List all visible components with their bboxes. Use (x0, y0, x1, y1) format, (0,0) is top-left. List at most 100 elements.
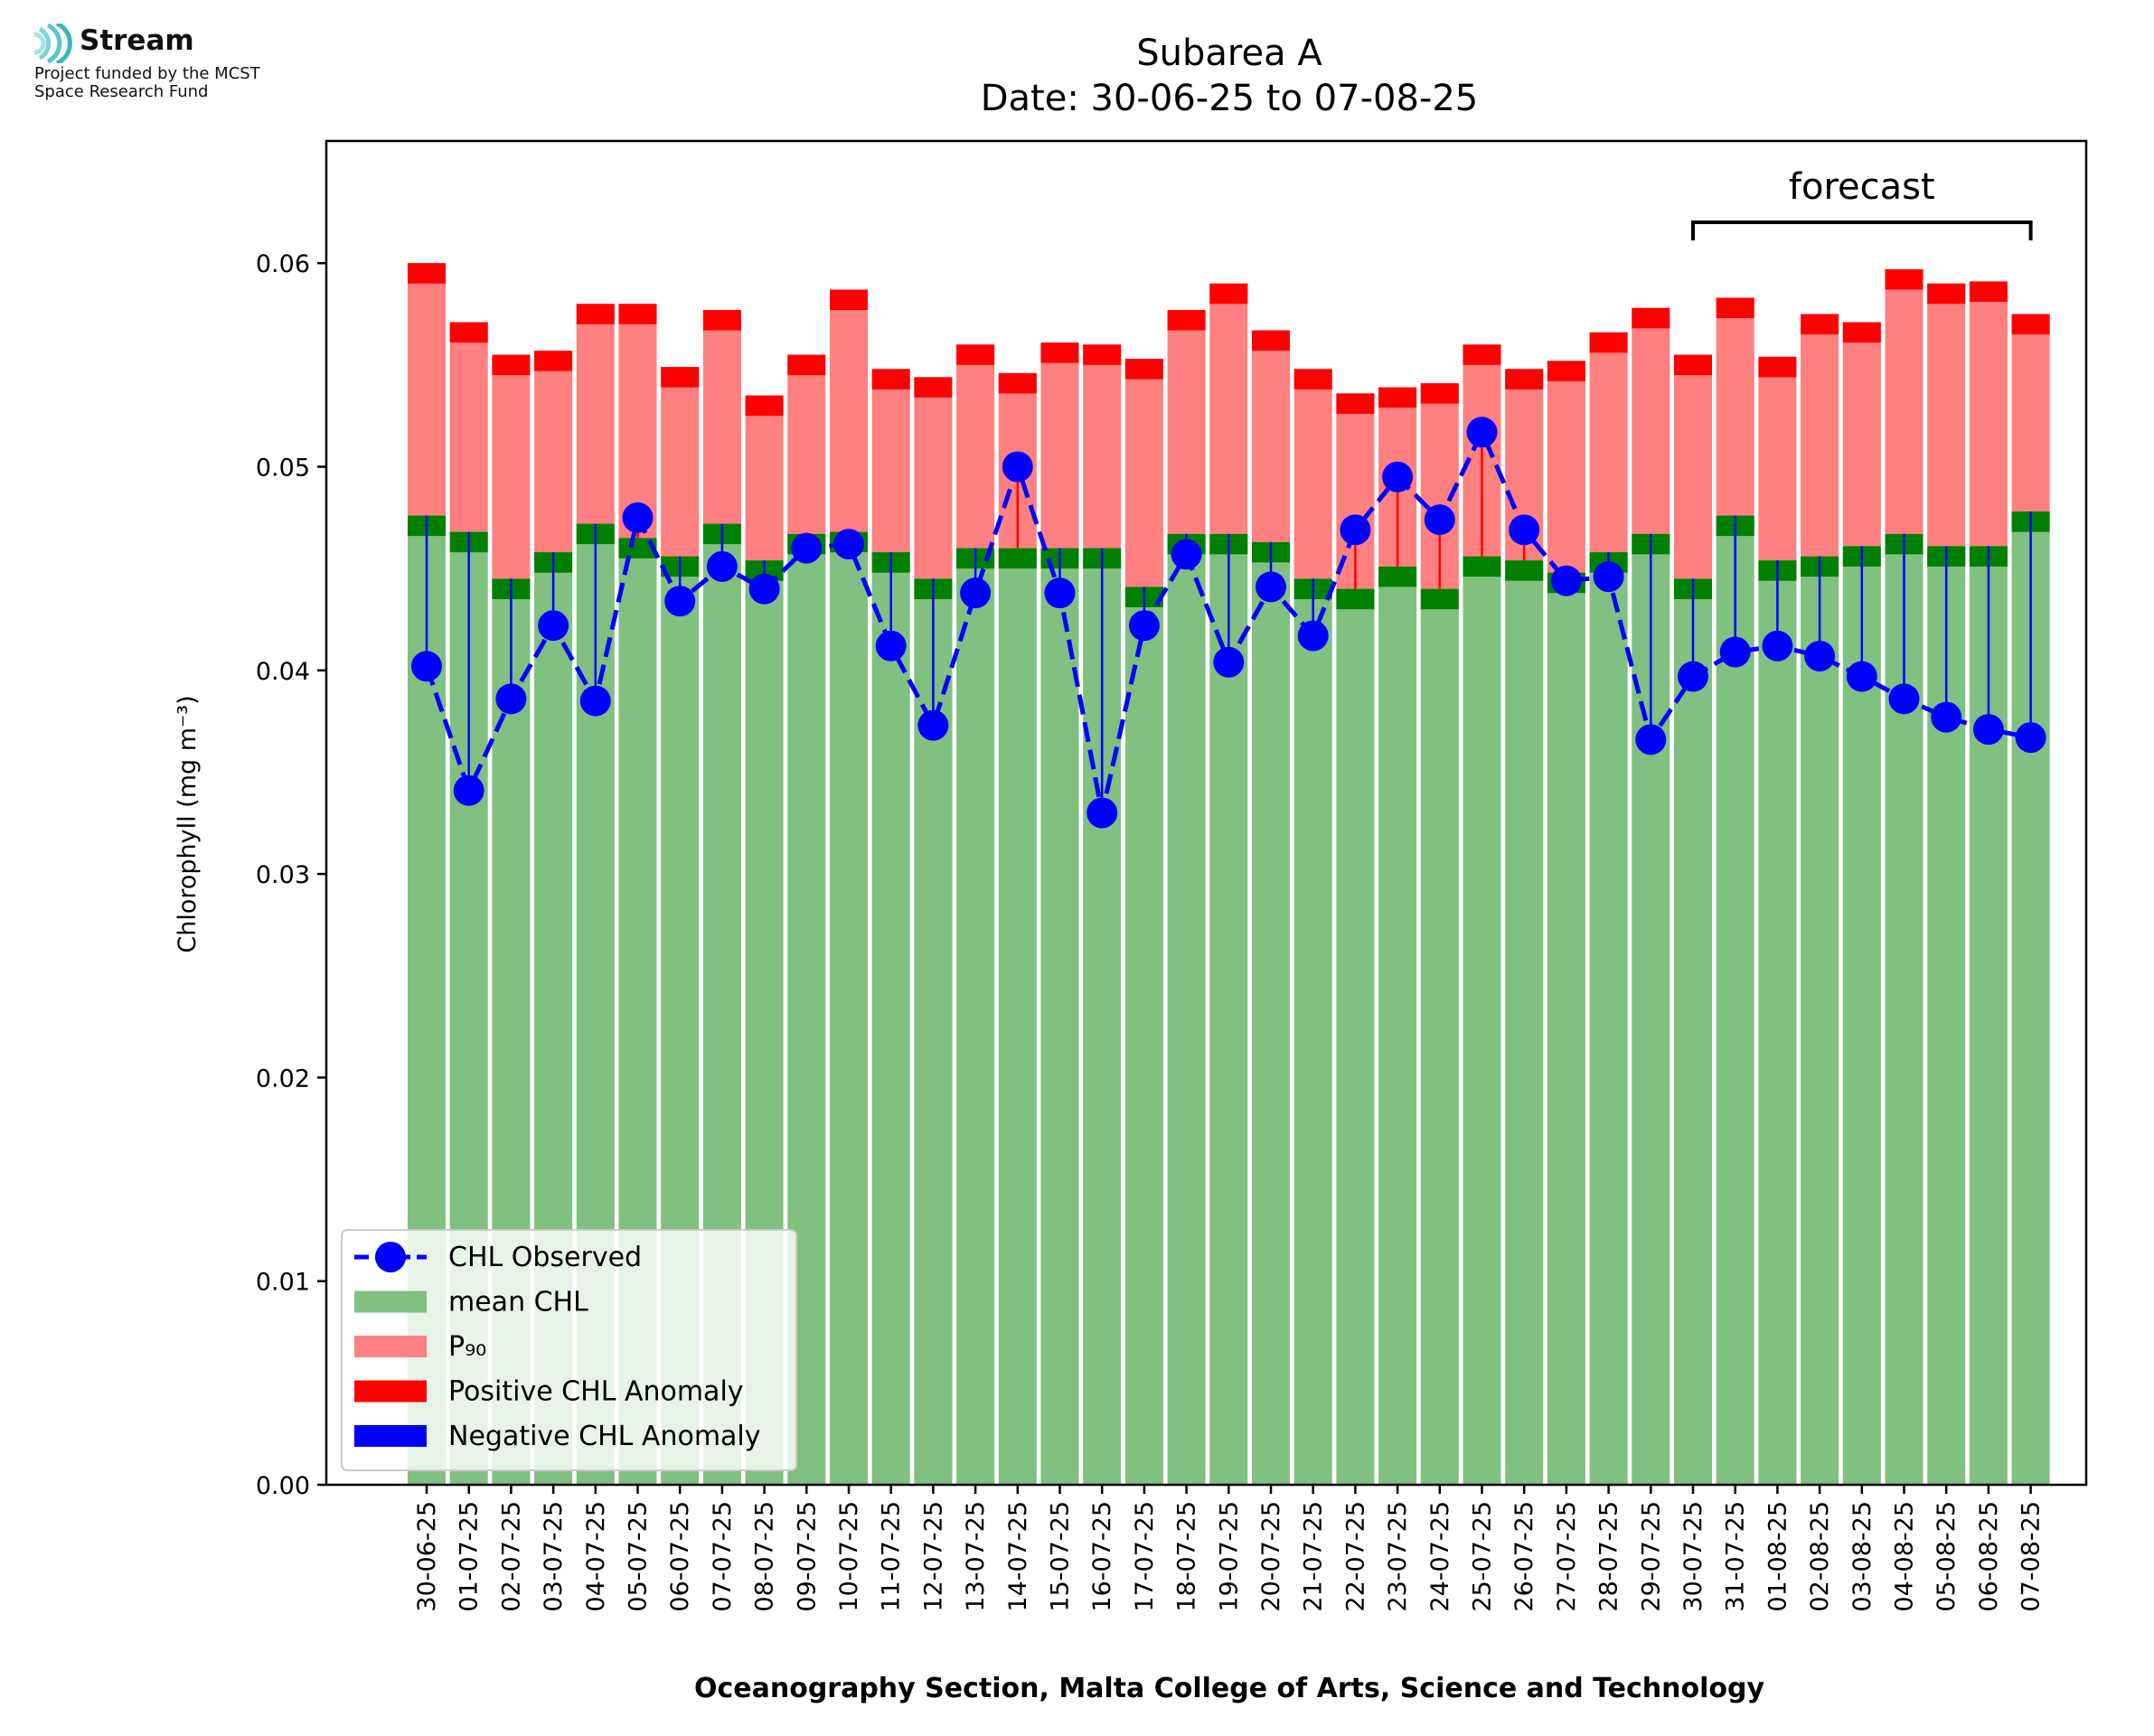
p90-bar (618, 304, 657, 539)
mean-band (1505, 560, 1544, 581)
legend-swatch-mean (354, 1290, 427, 1313)
p90-bar (1124, 359, 1163, 587)
p90-band (1378, 387, 1417, 408)
funding-note: Project funded by the MCST Space Researc… (34, 65, 396, 101)
observed-point (538, 610, 569, 642)
p90-band (998, 372, 1037, 394)
observed-point (960, 577, 992, 609)
x-tick-label: 19-07-25 (1215, 1501, 1243, 1612)
y-tick-label: 0.01 (256, 1269, 310, 1297)
p90-band (1589, 332, 1628, 353)
mean-bar (1420, 588, 1459, 1485)
p90-band (492, 354, 531, 376)
p90-band (1758, 356, 1797, 378)
mean-bar (1124, 586, 1163, 1485)
funding-line-1: Project funded by the MCST (34, 64, 260, 83)
observed-point (1804, 641, 1836, 672)
p90-bar (1167, 310, 1206, 534)
x-tick-label: 25-07-25 (1469, 1501, 1497, 1612)
observed-point (1719, 636, 1751, 668)
x-tick-label: 03-07-25 (540, 1501, 568, 1612)
p90-band (787, 354, 826, 376)
observed-point (453, 774, 484, 806)
observed-point (1762, 630, 1793, 662)
observed-point (875, 630, 907, 662)
observed-point (2015, 722, 2046, 754)
x-tick-label: 07-08-25 (2018, 1501, 2046, 1612)
observed-point (917, 709, 949, 741)
p90-bar (407, 263, 447, 516)
observed-point (495, 683, 527, 715)
p90-bar (829, 289, 869, 532)
observed-point (1171, 539, 1202, 570)
funding-line-2: Space Research Fund (34, 82, 209, 101)
legend-label-observed: CHL Observed (448, 1242, 642, 1273)
p90-band (1293, 369, 1332, 389)
p90-band (1209, 283, 1248, 305)
p90-bar (1589, 332, 1628, 553)
mean-bar (1336, 588, 1375, 1485)
x-tick-label: 23-07-25 (1384, 1501, 1412, 1612)
legend-label-p90: P₉₀ (448, 1331, 486, 1363)
p90-band (576, 304, 615, 324)
p90-bar (1251, 330, 1291, 542)
x-tick-label: 30-06-25 (413, 1501, 441, 1612)
legend-label-negative-anomaly: Negative CHL Anomaly (448, 1421, 761, 1452)
x-tick-label: 06-08-25 (1975, 1501, 2003, 1612)
y-tick-label: 0.00 (256, 1472, 310, 1500)
x-tick-label: 27-07-25 (1553, 1501, 1581, 1612)
x-tick-label: 01-07-25 (456, 1501, 484, 1612)
observed-point (1678, 661, 1708, 692)
observed-point (579, 685, 611, 717)
p90-bar (1716, 297, 1754, 516)
mean-band (1378, 566, 1417, 587)
observed-point (411, 651, 442, 682)
brand-name: Stream (80, 24, 194, 57)
y-tick-label: 0.03 (256, 861, 310, 889)
x-tick-label: 16-07-25 (1088, 1501, 1116, 1612)
x-tick-label: 05-08-25 (1933, 1501, 1961, 1612)
p90-bar (534, 351, 573, 553)
p90-band (829, 289, 869, 311)
observed-point (622, 502, 654, 533)
mean-bar (1589, 552, 1628, 1486)
mean-bar (829, 531, 869, 1486)
x-tick-label: 22-07-25 (1341, 1501, 1369, 1612)
x-tick-label: 02-08-25 (1806, 1501, 1834, 1612)
x-tick-label: 02-07-25 (497, 1501, 525, 1612)
observed-point (748, 573, 780, 605)
x-tick-label: 14-07-25 (1004, 1501, 1032, 1612)
p90-band (661, 367, 700, 388)
observed-point (1128, 610, 1160, 642)
x-tick-label: 01-08-25 (1764, 1501, 1792, 1612)
observed-point (1424, 504, 1455, 536)
p90-bar (1040, 343, 1079, 549)
mean-bar (1209, 533, 1248, 1485)
x-tick-label: 28-07-25 (1595, 1501, 1623, 1612)
p90-band (956, 344, 995, 365)
x-tick-label: 12-07-25 (919, 1501, 947, 1612)
p90-bar (745, 395, 784, 561)
p90-bar (1842, 322, 1881, 547)
p90-bar (1083, 344, 1122, 549)
p90-bar (492, 354, 531, 579)
observed-point (1509, 514, 1540, 546)
p90-bar (1209, 283, 1248, 534)
observed-point (706, 550, 738, 582)
p90-band (534, 351, 573, 371)
mean-bar (871, 552, 910, 1486)
forecast-bracket (1691, 221, 2033, 240)
p90-band (1885, 268, 1924, 290)
x-tick-label: 10-07-25 (835, 1501, 863, 1612)
x-tick-label: 17-07-25 (1131, 1501, 1159, 1612)
p90-band (1251, 330, 1291, 352)
mean-bar (1673, 578, 1713, 1485)
observed-point (791, 532, 823, 564)
mean-bar (1251, 541, 1291, 1486)
x-tick-label: 20-07-25 (1257, 1501, 1285, 1612)
mean-bar (1842, 546, 1881, 1485)
mean-bar (1463, 556, 1501, 1485)
mean-bar (1758, 560, 1797, 1485)
observed-point (664, 586, 696, 617)
observed-point (1593, 561, 1624, 593)
